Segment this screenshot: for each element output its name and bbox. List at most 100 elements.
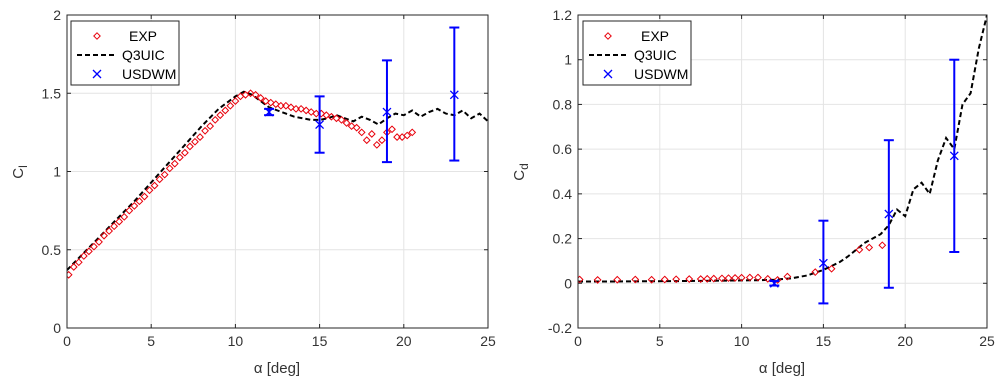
exp-point bbox=[754, 273, 762, 282]
exp-point bbox=[763, 274, 772, 283]
exp-point bbox=[367, 130, 376, 138]
exp-point bbox=[266, 98, 275, 107]
exp-point bbox=[69, 263, 78, 271]
legend-usdwm-marker bbox=[92, 69, 102, 79]
exp-point bbox=[79, 252, 88, 260]
usdwm-point bbox=[449, 90, 459, 100]
exp-point bbox=[201, 126, 209, 135]
x-tick-label: 15 bbox=[816, 333, 832, 349]
exp-point bbox=[378, 136, 386, 145]
exp-point bbox=[327, 112, 336, 121]
exp-point bbox=[130, 202, 139, 210]
y-axis-label-text: C bbox=[10, 168, 27, 179]
exp-point bbox=[827, 264, 836, 273]
exp-point bbox=[155, 175, 164, 184]
legend-exp-marker bbox=[604, 32, 612, 40]
x-axis-label-text: α [deg] bbox=[759, 360, 805, 377]
usdwm-point bbox=[884, 209, 894, 219]
y-tick-label: 0.4 bbox=[553, 186, 573, 202]
ticks: 0 5 10 15 20 25-0.200.20.40.60.811.2 bbox=[548, 7, 995, 349]
exp-point bbox=[120, 212, 129, 221]
y-tick-label: 0.5 bbox=[42, 242, 62, 258]
exp-point bbox=[731, 274, 739, 282]
exp-point bbox=[737, 273, 746, 282]
y-tick-label: 2 bbox=[53, 7, 61, 23]
exp-point bbox=[180, 148, 189, 157]
exp-point bbox=[100, 231, 108, 240]
series-layer bbox=[578, 15, 987, 305]
x-tick-label: 25 bbox=[979, 333, 995, 349]
x-axis-label-text: α [deg] bbox=[254, 360, 300, 377]
exp-point bbox=[372, 140, 381, 149]
exp-point bbox=[357, 128, 366, 137]
exp-point bbox=[388, 125, 396, 134]
exp-point bbox=[196, 133, 204, 141]
exp-point bbox=[74, 258, 83, 267]
exp-point bbox=[160, 170, 169, 179]
exp-point bbox=[90, 242, 98, 251]
legend-usdwm-label: USDWM bbox=[122, 66, 176, 82]
usdwm-point bbox=[769, 278, 779, 288]
exp-point bbox=[332, 114, 341, 123]
exp-point bbox=[865, 243, 874, 252]
legend-box bbox=[582, 20, 692, 86]
ticks: 0 5 10 15 20 25 0 0.5 1 1.5 2 bbox=[42, 7, 496, 349]
x-axis-label: α [deg] bbox=[254, 360, 300, 377]
exp-point bbox=[206, 122, 215, 131]
series-layer bbox=[67, 26, 488, 279]
legend-exp-label: EXP bbox=[129, 28, 157, 44]
y-tick-label: 0.6 bbox=[553, 141, 573, 157]
exp-point bbox=[307, 108, 316, 116]
axes-box bbox=[577, 14, 988, 329]
exp-point bbox=[216, 111, 225, 120]
exp-point bbox=[878, 241, 887, 250]
exp-point bbox=[251, 90, 260, 99]
exp-point bbox=[246, 89, 255, 98]
x-tick-label: 20 bbox=[897, 333, 913, 349]
legend-usdwm-label: USDWM bbox=[634, 66, 688, 82]
x-tick-label: 5 bbox=[147, 333, 155, 349]
legend-exp-label: EXP bbox=[641, 28, 669, 44]
legend-usdwm-x bbox=[92, 69, 102, 79]
series-q3uic-line bbox=[67, 90, 488, 271]
exp-point bbox=[660, 275, 669, 284]
y-axis-label-subscript: d bbox=[517, 163, 531, 170]
exp-point bbox=[724, 274, 733, 283]
y-tick-label: 0 bbox=[564, 275, 572, 291]
exp-point bbox=[312, 109, 321, 118]
x-axis-label: α [deg] bbox=[759, 360, 805, 377]
y-tick-label: 1.5 bbox=[42, 85, 62, 101]
x-tick-label: 0 bbox=[63, 333, 71, 349]
exp-point bbox=[292, 104, 300, 113]
exp-point bbox=[110, 222, 119, 231]
exp-point bbox=[302, 106, 311, 115]
exp-point bbox=[145, 186, 154, 195]
exp-point bbox=[282, 101, 290, 110]
exp-point bbox=[703, 274, 712, 283]
series-q3uic-line bbox=[578, 15, 987, 283]
y-tick-label: 0.8 bbox=[553, 96, 573, 112]
y-tick-label: 1 bbox=[53, 164, 61, 180]
exp-point bbox=[362, 136, 371, 145]
exp-point bbox=[191, 137, 199, 146]
legend-q3uic-label: Q3UIC bbox=[634, 47, 677, 63]
exp-point bbox=[709, 274, 718, 283]
legend-usdwm-x bbox=[603, 69, 613, 79]
exp-point bbox=[115, 217, 124, 226]
legend-box bbox=[70, 20, 180, 86]
x-tick-label: 0 bbox=[574, 333, 582, 349]
y-tick-label: -0.2 bbox=[548, 320, 572, 336]
exp-point bbox=[745, 273, 754, 282]
exp-point bbox=[783, 272, 792, 281]
exp-point bbox=[631, 275, 640, 284]
x-tick-label: 15 bbox=[312, 333, 328, 349]
exp-point bbox=[393, 133, 401, 141]
usdwm-point bbox=[382, 107, 392, 117]
exp-point bbox=[342, 119, 351, 127]
exp-point bbox=[855, 245, 864, 254]
exp-point bbox=[261, 97, 270, 105]
exp-point bbox=[170, 159, 179, 168]
y-axis-label-text: C bbox=[511, 170, 528, 181]
exp-point bbox=[811, 268, 820, 277]
x-tick-label: 5 bbox=[656, 333, 664, 349]
